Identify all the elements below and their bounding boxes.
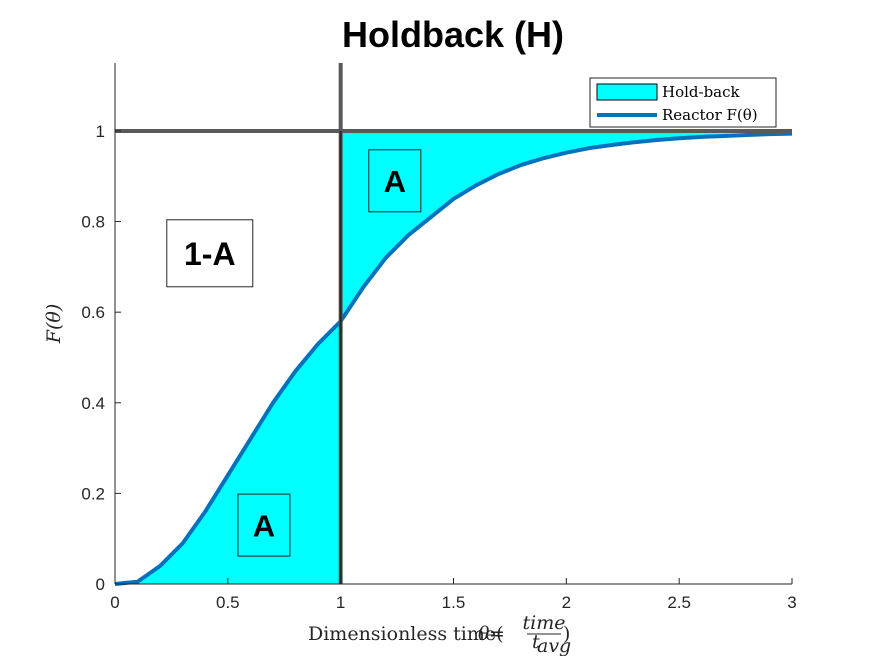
legend-label-reactor: Reactor F(θ) bbox=[662, 106, 758, 124]
x-tick-label: 2.5 bbox=[667, 593, 691, 612]
plot-area: A 1-A A bbox=[114, 63, 793, 586]
y-tick-label: 1 bbox=[96, 122, 105, 141]
legend-label-holdback: Hold-back bbox=[662, 83, 741, 101]
x-tick-label: 3 bbox=[787, 593, 796, 612]
x-tick-label: 0.5 bbox=[216, 593, 240, 612]
x-axis-label-prefix: Dimensionless time( bbox=[308, 623, 504, 645]
x-axis-label-suffix: ) bbox=[563, 623, 570, 645]
annotation-label-3: A bbox=[253, 508, 275, 543]
annotation-label-1: A bbox=[384, 164, 406, 199]
reactor-f-theta-line bbox=[114, 131, 793, 586]
annotation-label-2: 1-A bbox=[184, 236, 236, 272]
legend: Hold-back Reactor F(θ) bbox=[589, 77, 777, 128]
x-axis-label-denominator: t bbox=[532, 631, 540, 653]
chart-title: Holdback (H) bbox=[342, 14, 564, 55]
x-tick-label: 0 bbox=[110, 593, 119, 612]
y-tick-label: 0.2 bbox=[81, 484, 105, 503]
y-tick-label: 0 bbox=[96, 575, 105, 594]
x-axis-label-equals: = bbox=[489, 623, 505, 645]
x-tick-label: 2 bbox=[562, 593, 571, 612]
axes: 0 0.5 1 1.5 2 2.5 3 0 0.2 0.4 0.6 0.8 1 F(θ) Dimension… bbox=[43, 63, 797, 656]
y-tick-label: 0.6 bbox=[81, 303, 105, 322]
holdback-area-lower bbox=[115, 321, 341, 584]
x-axis-label-theta: θ bbox=[478, 623, 490, 645]
holdback-area-upper bbox=[340, 130, 792, 322]
annotation-box-1 bbox=[368, 149, 422, 213]
y-tick-label: 0.4 bbox=[81, 394, 105, 413]
x-tick-label: 1 bbox=[336, 593, 345, 612]
x-axis-label-numerator: time bbox=[523, 612, 566, 634]
y-tick-label: 0.8 bbox=[81, 213, 105, 232]
x-axis-label-denominator-sub: avg bbox=[537, 635, 571, 656]
annotation-box-3 bbox=[237, 493, 291, 557]
legend-swatch-holdback bbox=[596, 83, 658, 101]
y-axis-label: F(θ) bbox=[43, 304, 65, 344]
x-tick-label: 1.5 bbox=[442, 593, 466, 612]
annotation-box-2 bbox=[166, 219, 254, 288]
